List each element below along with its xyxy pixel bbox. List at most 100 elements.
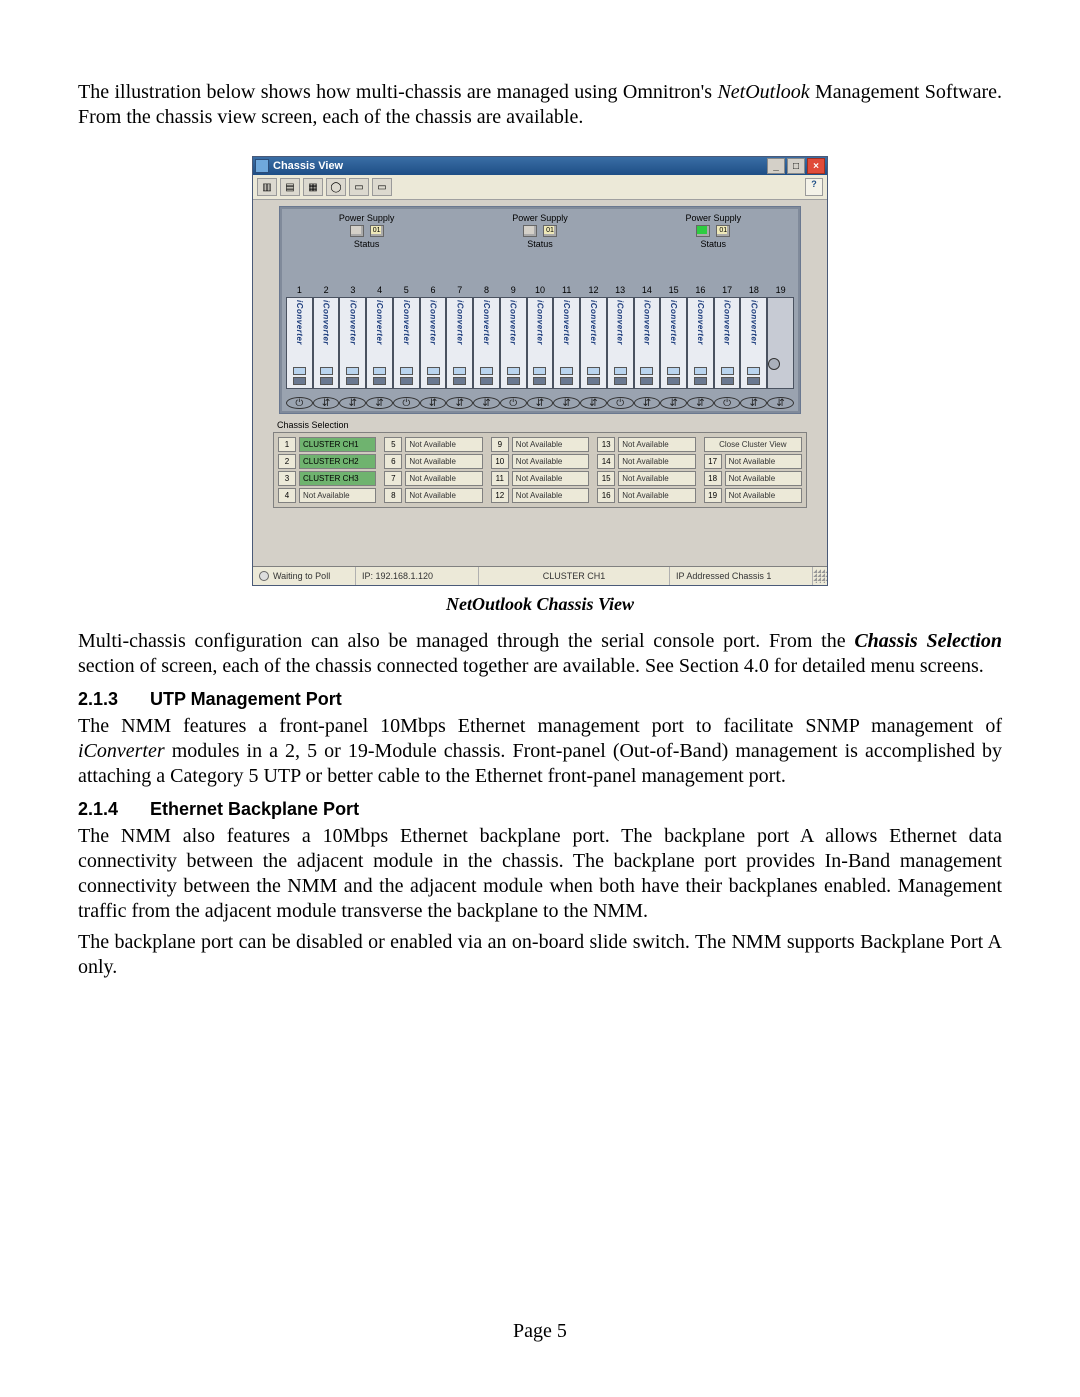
not-available-button[interactable]: Not Available bbox=[405, 471, 482, 486]
titlebar[interactable]: Chassis View _ □ × bbox=[253, 157, 827, 175]
port-icon bbox=[507, 377, 520, 385]
maximize-button[interactable]: □ bbox=[787, 158, 805, 174]
slot-status-icon: ⇵ bbox=[660, 397, 687, 409]
chassis-select-row: 16Not Available bbox=[597, 488, 695, 503]
chassis-slot[interactable]: iConverter bbox=[553, 297, 580, 389]
not-available-button[interactable]: Not Available bbox=[299, 488, 376, 503]
not-available-button[interactable]: Not Available bbox=[725, 488, 802, 503]
not-available-button[interactable]: Not Available bbox=[725, 471, 802, 486]
chassis-slot[interactable]: iConverter bbox=[393, 297, 420, 389]
chassis-number-button[interactable]: 13 bbox=[597, 437, 615, 452]
ps1-led bbox=[350, 225, 364, 237]
cluster-button[interactable]: CLUSTER CH1 bbox=[299, 437, 376, 452]
slot-status-icon: ⏻ bbox=[286, 397, 313, 409]
chassis-number-button[interactable]: 11 bbox=[491, 471, 509, 486]
ps-status: Status bbox=[653, 239, 773, 249]
chassis-number-button[interactable]: 5 bbox=[384, 437, 402, 452]
chassis-slot[interactable]: iConverter bbox=[286, 297, 313, 389]
slot-ports bbox=[289, 367, 310, 385]
chassis-slot[interactable]: iConverter bbox=[580, 297, 607, 389]
not-available-button[interactable]: Not Available bbox=[618, 471, 695, 486]
not-available-button[interactable]: Not Available bbox=[405, 454, 482, 469]
slot-status-icon: ⇵ bbox=[446, 397, 473, 409]
chassis-slot[interactable]: iConverter bbox=[500, 297, 527, 389]
chassis-number-button[interactable]: 6 bbox=[384, 454, 402, 469]
page-number: Page 5 bbox=[78, 1320, 1002, 1343]
cluster-button[interactable]: CLUSTER CH2 bbox=[299, 454, 376, 469]
chassis-slot[interactable]: iConverter bbox=[339, 297, 366, 389]
slot-number: 6 bbox=[420, 285, 447, 295]
chassis-number-button[interactable]: 4 bbox=[278, 488, 296, 503]
chassis-slot[interactable]: iConverter bbox=[473, 297, 500, 389]
slot-ports bbox=[556, 367, 577, 385]
app-icon bbox=[255, 159, 269, 173]
not-available-button[interactable]: Not Available bbox=[618, 437, 695, 452]
chassis-slot[interactable]: iConverter bbox=[607, 297, 634, 389]
port-icon bbox=[614, 377, 627, 385]
chassis-slot[interactable]: iConverter bbox=[687, 297, 714, 389]
status-circle-icon: ⏻ bbox=[714, 397, 741, 409]
chassis-number-button[interactable]: 3 bbox=[278, 471, 296, 486]
chassis-slot[interactable]: iConverter bbox=[634, 297, 661, 389]
status-circle-icon: ⇵ bbox=[527, 397, 554, 409]
slot-module-label: iConverter bbox=[455, 300, 464, 345]
chassis-slot[interactable]: iConverter bbox=[313, 297, 340, 389]
chassis-number-button[interactable]: 16 bbox=[597, 488, 615, 503]
slot-status-icon: ⇵ bbox=[313, 397, 340, 409]
port-icon bbox=[346, 367, 359, 375]
heading-214: 2.1.4Ethernet Backplane Port bbox=[78, 799, 1002, 820]
minimize-button[interactable]: _ bbox=[767, 158, 785, 174]
close-cluster-button[interactable]: Close Cluster View bbox=[704, 437, 802, 452]
not-available-button[interactable]: Not Available bbox=[618, 454, 695, 469]
not-available-button[interactable]: Not Available bbox=[405, 488, 482, 503]
chassis-slot[interactable]: iConverter bbox=[714, 297, 741, 389]
slot-number: 8 bbox=[473, 285, 500, 295]
slot-module-label: iConverter bbox=[348, 300, 357, 345]
chassis-number-button[interactable]: 7 bbox=[384, 471, 402, 486]
port-icon bbox=[694, 367, 707, 375]
chassis-slot[interactable]: iConverter bbox=[446, 297, 473, 389]
not-available-button[interactable]: Not Available bbox=[512, 471, 589, 486]
toolbar-btn-1[interactable]: ▥ bbox=[257, 178, 277, 196]
chassis-number-button[interactable]: 2 bbox=[278, 454, 296, 469]
slot-ports bbox=[423, 367, 444, 385]
toolbar-btn-4[interactable]: ◯ bbox=[326, 178, 346, 196]
chassis-slot[interactable]: iConverter bbox=[420, 297, 447, 389]
chassis-number-button[interactable]: 1 bbox=[278, 437, 296, 452]
chassis-number-button[interactable]: 18 bbox=[704, 471, 722, 486]
not-available-button[interactable]: Not Available bbox=[512, 454, 589, 469]
slot-module-label: iConverter bbox=[429, 300, 438, 345]
chassis-number-button[interactable]: 14 bbox=[597, 454, 615, 469]
close-button[interactable]: × bbox=[807, 158, 825, 174]
toolbar-btn-3[interactable]: ▦ bbox=[303, 178, 323, 196]
chassis-slot[interactable]: iConverter bbox=[740, 297, 767, 389]
chassis-number-button[interactable]: 19 bbox=[704, 488, 722, 503]
chassis-number-button[interactable]: 10 bbox=[491, 454, 509, 469]
not-available-button[interactable]: Not Available bbox=[512, 488, 589, 503]
chassis-slot[interactable]: iConverter bbox=[660, 297, 687, 389]
selection-grid: 1CLUSTER CH15Not Available9Not Available… bbox=[273, 432, 807, 508]
toolbar-btn-6[interactable]: ▭ bbox=[372, 178, 392, 196]
port-icon bbox=[480, 367, 493, 375]
not-available-button[interactable]: Not Available bbox=[725, 454, 802, 469]
not-available-button[interactable]: Not Available bbox=[618, 488, 695, 503]
chassis-number-button[interactable]: 12 bbox=[491, 488, 509, 503]
chassis-slot[interactable]: iConverter bbox=[366, 297, 393, 389]
toolbar-btn-2[interactable]: ▤ bbox=[280, 178, 300, 196]
chassis-slot[interactable] bbox=[767, 297, 794, 389]
port-icon bbox=[667, 367, 680, 375]
not-available-button[interactable]: Not Available bbox=[405, 437, 482, 452]
chassis-number-button[interactable]: 8 bbox=[384, 488, 402, 503]
cluster-button[interactable]: CLUSTER CH3 bbox=[299, 471, 376, 486]
resize-grip-icon[interactable] bbox=[813, 569, 827, 583]
chassis-slot[interactable]: iConverter bbox=[527, 297, 554, 389]
chassis-number-button[interactable]: 17 bbox=[704, 454, 722, 469]
help-button[interactable]: ? bbox=[805, 178, 823, 196]
status-circle-icon: ⏻ bbox=[500, 397, 527, 409]
port-icon bbox=[747, 377, 760, 385]
not-available-button[interactable]: Not Available bbox=[512, 437, 589, 452]
iconverter-em: iConverter bbox=[78, 740, 165, 762]
chassis-number-button[interactable]: 15 bbox=[597, 471, 615, 486]
toolbar-btn-5[interactable]: ▭ bbox=[349, 178, 369, 196]
chassis-number-button[interactable]: 9 bbox=[491, 437, 509, 452]
